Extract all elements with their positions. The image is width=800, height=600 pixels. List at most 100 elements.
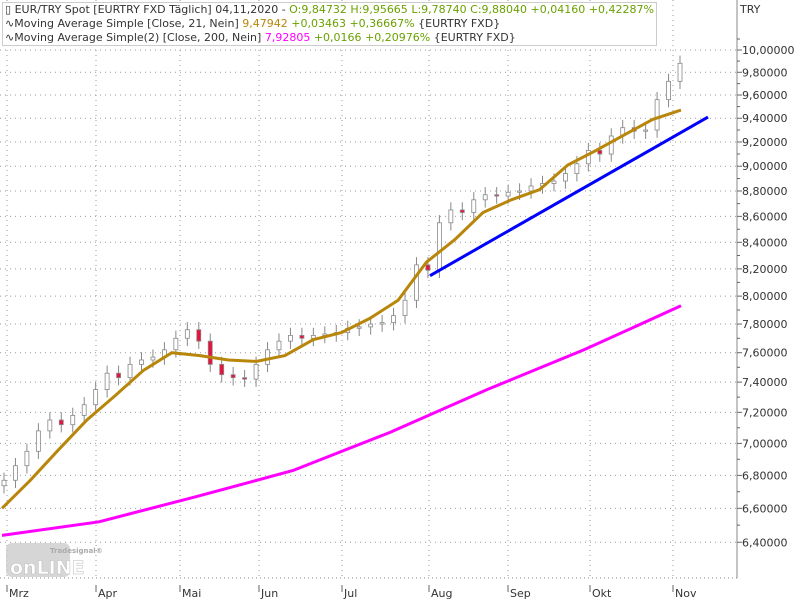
wave-icon: ∿ bbox=[5, 17, 15, 30]
candle-up bbox=[127, 363, 133, 379]
trendline bbox=[429, 115, 709, 277]
close-value: C:9,88040 bbox=[470, 3, 528, 16]
currency-unit: TRY bbox=[740, 3, 761, 16]
low-value: L:9,78740 bbox=[411, 3, 467, 16]
candle-down bbox=[597, 149, 603, 155]
y-tick-label: 8,20000 bbox=[742, 263, 788, 276]
y-tick-label: 9,60000 bbox=[742, 89, 788, 102]
x-tick-label: Aug bbox=[431, 587, 452, 600]
logo-badge bbox=[6, 543, 70, 577]
bar-date: 04,11,2020 - bbox=[215, 3, 286, 16]
candle-up bbox=[643, 129, 649, 132]
ma21-change-pct: +0,36667% bbox=[349, 17, 415, 30]
candle-up bbox=[35, 430, 41, 452]
candle-up bbox=[13, 465, 18, 481]
candle-down bbox=[242, 377, 248, 380]
logo-brand: Tradesignal® bbox=[50, 547, 103, 555]
ma200-line bbox=[1, 304, 682, 537]
ma200-value: 7,92805 bbox=[264, 31, 311, 44]
ma200-source: {EURTRY FXD} bbox=[433, 31, 516, 44]
y-tick-label: 8,00000 bbox=[742, 290, 788, 303]
candle-up bbox=[436, 222, 442, 271]
wave-icon: ∿ bbox=[5, 31, 15, 44]
y-tick-label: 9,20000 bbox=[742, 136, 788, 149]
x-tick-label: Jun bbox=[260, 587, 278, 600]
legend-ma200[interactable]: ∿Moving Average Simple(2) [Close, 200, N… bbox=[5, 31, 654, 45]
x-tick-label: Jul bbox=[343, 587, 357, 600]
candle-up bbox=[414, 264, 419, 301]
candle-up bbox=[368, 323, 374, 328]
candle-up bbox=[666, 80, 671, 101]
candle-down bbox=[116, 372, 121, 379]
candle-down bbox=[196, 329, 202, 342]
y-tick-label: 6,80000 bbox=[742, 469, 788, 482]
candle-down bbox=[425, 264, 431, 271]
y-tick-label: 9,00000 bbox=[742, 160, 788, 173]
y-tick-label: 7,20000 bbox=[742, 406, 788, 419]
candle-up bbox=[81, 404, 87, 416]
candle-up bbox=[677, 62, 683, 82]
y-tick-label: 10,00000 bbox=[742, 44, 795, 57]
candle-icon: ▯ bbox=[5, 3, 12, 16]
ma21-name: Moving Average Simple [Close, 21, Nein] bbox=[14, 17, 239, 30]
high-value: H:9,95665 bbox=[350, 3, 408, 16]
y-tick-label: 9,80000 bbox=[742, 66, 788, 79]
candle-up bbox=[24, 450, 30, 467]
ma21-line bbox=[0, 108, 682, 510]
candle-up bbox=[517, 190, 522, 193]
candle-down bbox=[299, 335, 305, 339]
ma200-change: +0,0166 bbox=[313, 31, 362, 44]
candle-down bbox=[230, 374, 236, 379]
chart-legend: ▯ EUR/TRY Spot [EURTRY FXD Täglich] 04,1… bbox=[2, 2, 657, 46]
candle-up bbox=[391, 315, 396, 324]
candle-down bbox=[58, 419, 64, 426]
candle-up bbox=[1, 479, 7, 487]
ma21-change: +0,03463 bbox=[291, 17, 346, 30]
y-tick-label: 9,40000 bbox=[742, 112, 788, 125]
candle-down bbox=[494, 194, 500, 197]
symbol-name: EUR/TRY Spot [EURTRY FXD Täglich] bbox=[14, 3, 212, 16]
candle-up bbox=[47, 419, 53, 432]
candle-down bbox=[459, 209, 465, 213]
candle-up bbox=[93, 389, 99, 406]
candle-down bbox=[219, 363, 225, 376]
candle-up bbox=[471, 199, 477, 213]
candle-up bbox=[104, 372, 110, 390]
logo-text: onLINE bbox=[10, 557, 85, 579]
candle-up bbox=[253, 363, 259, 380]
change-value: +0,04160 bbox=[530, 3, 586, 16]
ma200-name: Moving Average Simple(2) [Close, 200, Ne… bbox=[14, 31, 262, 44]
candle-up bbox=[139, 359, 144, 365]
candle-up bbox=[448, 209, 454, 224]
ma200-change-pct: +0,20976% bbox=[365, 31, 431, 44]
candle-up bbox=[528, 185, 534, 192]
y-tick-label: 6,40000 bbox=[742, 536, 788, 549]
candle-up bbox=[173, 337, 179, 351]
candle-up bbox=[276, 340, 282, 351]
y-tick-label: 7,60000 bbox=[742, 347, 788, 360]
change-pct: +0,42287% bbox=[588, 3, 654, 16]
candle-up bbox=[356, 326, 362, 329]
x-tick-label: Okt bbox=[592, 587, 612, 600]
x-tick-label: Mrz bbox=[9, 587, 29, 600]
open-value: O:9,84732 bbox=[289, 3, 347, 16]
legend-main[interactable]: ▯ EUR/TRY Spot [EURTRY FXD Täglich] 04,1… bbox=[5, 3, 654, 17]
candle-up bbox=[150, 356, 156, 361]
y-tick-label: 8,80000 bbox=[742, 185, 788, 198]
ma21-value: 9,47942 bbox=[242, 17, 288, 30]
candle-down bbox=[207, 340, 213, 365]
candle-up bbox=[608, 135, 614, 155]
candle-up bbox=[70, 415, 76, 426]
candle-up bbox=[265, 349, 270, 365]
y-tick-label: 8,40000 bbox=[742, 236, 788, 249]
candle-up bbox=[551, 180, 557, 184]
candle-up bbox=[654, 99, 660, 131]
x-tick-label: Nov bbox=[675, 587, 697, 600]
x-tick-label: Sep bbox=[510, 587, 531, 600]
candle-up bbox=[563, 173, 568, 182]
candle-up bbox=[482, 194, 488, 201]
candle-up bbox=[505, 191, 511, 197]
legend-ma21[interactable]: ∿Moving Average Simple [Close, 21, Nein]… bbox=[5, 17, 654, 31]
candle-up bbox=[402, 299, 408, 317]
